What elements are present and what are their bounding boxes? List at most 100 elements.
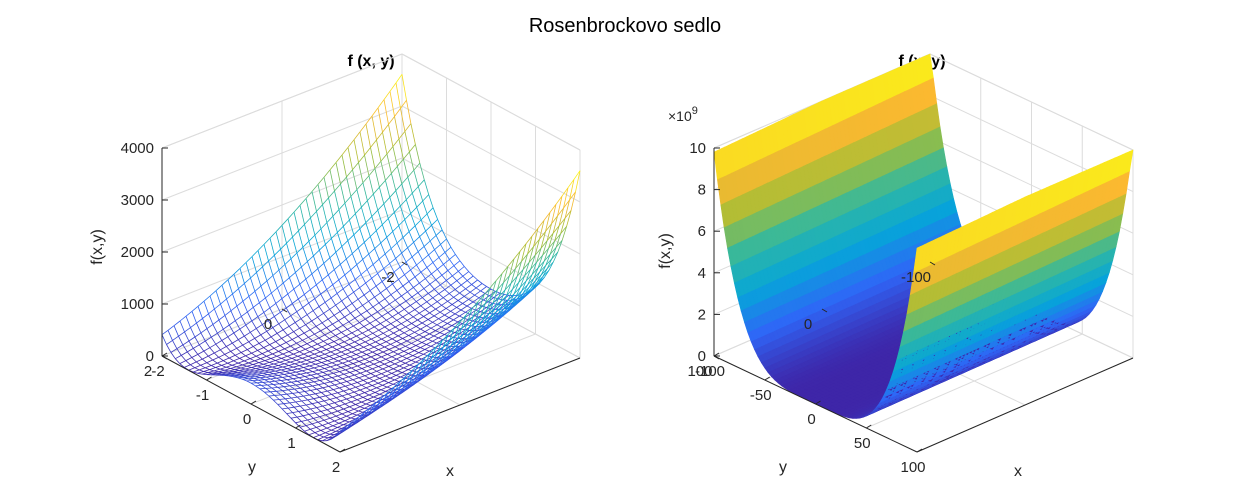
mesh-line [366,264,374,270]
mesh-line [331,412,337,417]
mesh-line [326,436,333,442]
mesh-line [561,226,567,241]
mesh-line [318,368,325,371]
mesh-line [319,432,326,436]
mesh-line [443,334,449,347]
mesh-line [400,108,406,132]
mesh-line [303,379,309,384]
mesh-line [401,252,407,263]
mesh-line [414,331,420,336]
mesh-line [370,338,376,343]
mesh-line [372,332,378,337]
mesh-line [373,346,379,350]
mesh-line [308,234,316,242]
mesh-line [412,334,420,339]
mesh-line [252,362,260,365]
mesh-line [282,390,288,395]
mesh-line [161,334,167,345]
mesh-line [399,365,404,369]
mesh-line [404,213,411,220]
mesh-line [548,233,554,249]
mesh-line [332,405,340,409]
mesh-line [467,315,474,323]
left-plot-title: f (x, y) [347,53,394,70]
mesh-line [405,370,413,377]
mesh-line [302,240,310,248]
mesh-line [483,295,490,301]
mesh-line [397,370,403,373]
mesh-line [269,231,277,239]
mesh-line [445,308,451,312]
mesh-line [413,282,420,288]
mesh-line [356,182,364,190]
mesh-line [325,432,330,435]
mesh-line [275,231,281,250]
mesh-line [347,393,353,398]
mesh-line [329,162,337,171]
mesh-line [305,320,312,326]
y-tick-mark [401,261,408,266]
mesh-line [264,369,271,372]
mesh-line [273,363,279,366]
mesh-line [314,411,322,414]
mesh-line [316,407,322,412]
mesh-line [305,348,311,353]
mesh-line [268,380,276,383]
mesh-line [422,200,428,215]
mesh-line [212,356,219,361]
mesh-line [223,357,230,361]
mesh-line [267,350,273,355]
mesh-line [178,336,184,346]
mesh-line [297,368,303,372]
mesh-line [390,290,398,296]
mesh-line [376,139,382,162]
mesh-line [471,329,479,336]
mesh-line [306,343,312,348]
mesh-line [281,293,289,300]
mesh-line [442,339,448,342]
mesh-line [326,323,333,328]
mesh-line [521,243,527,262]
mesh-line [483,287,491,296]
mesh-line [234,367,242,370]
mesh-line [322,405,328,411]
mesh-line [409,361,416,366]
mesh-line [239,358,245,362]
mesh-line [395,385,402,391]
mesh-line [215,290,221,305]
mesh-line [313,434,320,438]
mesh-line [308,336,314,342]
mesh-line [397,353,403,357]
mesh-line [434,244,441,250]
mesh-line [344,312,351,318]
mesh-line [353,344,360,348]
mesh-line [412,355,418,358]
mesh-line [365,338,372,343]
mesh-line [564,210,572,219]
mesh-line [260,376,267,379]
mesh-line [191,354,198,358]
mesh-line [360,310,368,315]
mesh-line [419,282,425,289]
mesh-line [345,385,350,390]
mesh-line [245,352,252,357]
mesh-line [345,332,353,337]
mesh-line [333,356,340,359]
mesh-line [437,219,443,230]
mesh-line [362,175,370,183]
mesh-line [350,196,356,214]
mesh-line [285,397,292,400]
mesh-line [323,263,329,275]
mesh-line [325,395,331,400]
mesh-line [264,379,270,383]
mesh-line [451,304,457,308]
mesh-line [413,369,420,376]
mesh-line [336,378,343,381]
mesh-line [400,199,407,207]
mesh-line [443,264,449,271]
mesh-line [437,264,444,270]
mesh-line [455,346,463,353]
mesh-line [238,335,245,340]
mesh-line [247,306,254,313]
mesh-line [507,293,515,301]
